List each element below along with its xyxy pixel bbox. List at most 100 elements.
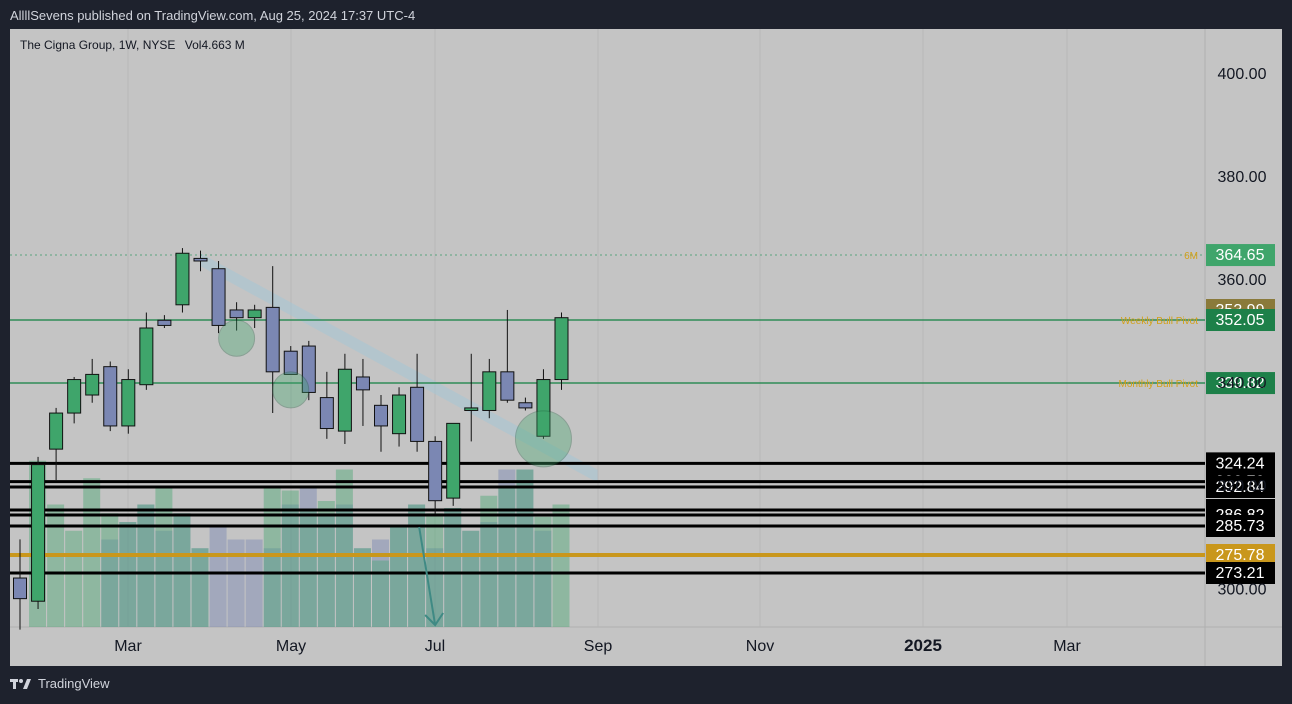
- candle-bull: [85, 373, 100, 396]
- candle-bear: [319, 397, 334, 430]
- volume-bar-bull: [462, 530, 480, 627]
- price-badge: [1206, 515, 1275, 537]
- volume-bar-bear: [209, 527, 227, 627]
- volume-bar-bull: [426, 513, 444, 627]
- candle-bull: [536, 379, 551, 437]
- price-badge: [1206, 562, 1275, 584]
- volume-bar-bull: [444, 508, 462, 627]
- time-axis[interactable]: Mar May Jul Sep Nov 2025 Mar: [114, 636, 1081, 655]
- candle-bull: [49, 412, 64, 450]
- volume-bar-bear: [101, 539, 119, 627]
- price-badge-label: 273.21: [1216, 565, 1265, 582]
- candle-bear: [410, 386, 425, 442]
- price-badge-label: 275.78: [1216, 547, 1265, 564]
- time-tick-label: Mar: [1053, 638, 1081, 655]
- volume-bar-bear: [281, 504, 299, 627]
- candle-bear: [193, 257, 208, 262]
- time-tick-label: Mar: [114, 638, 142, 655]
- candle-bull: [554, 317, 569, 381]
- annotation-circle: [272, 371, 310, 409]
- volume-value: 4.663 M: [201, 38, 245, 52]
- candle-bear: [500, 371, 515, 401]
- footer-brand: TradingView: [38, 676, 110, 691]
- volume-bars: [29, 460, 570, 627]
- price-tick-label: 340.00: [1218, 375, 1267, 392]
- volume-bar-bull: [335, 469, 353, 627]
- volume-bar-bull: [173, 513, 191, 627]
- price-tick-label: 300.00: [1218, 581, 1267, 598]
- volume-bar-bear: [317, 513, 335, 627]
- candle-bull: [175, 252, 190, 306]
- volume-bar-bull: [47, 504, 65, 627]
- candle-bear: [283, 350, 298, 375]
- candle-bear: [301, 345, 316, 393]
- level-tag: Monthly Bull Pivot: [1119, 379, 1199, 390]
- footer: TradingView: [10, 676, 110, 691]
- time-tick-label: Sep: [584, 638, 613, 655]
- volume-bar-bear: [335, 504, 353, 627]
- price-badge-label: 339.82: [1216, 375, 1265, 392]
- price-tick-label: 380.00: [1218, 169, 1267, 186]
- candle-bear: [229, 309, 244, 319]
- price-badge: [1206, 452, 1275, 475]
- time-tick-label: Nov: [746, 638, 774, 655]
- candle-bear: [265, 306, 280, 373]
- candle-bull: [464, 407, 479, 411]
- volume-bar-bear: [390, 525, 408, 627]
- candle-bear: [157, 319, 172, 326]
- price-badge: [1206, 372, 1275, 395]
- volume-bar-bull: [65, 530, 83, 627]
- price-badge-label: 352.05: [1216, 312, 1265, 329]
- volume-bar-bull: [299, 509, 317, 627]
- price-tick-label: 400.00: [1218, 66, 1267, 83]
- level-tag: Weekly Bull Pivot: [1121, 316, 1198, 327]
- candle-bear: [374, 404, 388, 427]
- volume-bar-bear: [191, 548, 209, 627]
- volume-bar-bull: [191, 548, 209, 627]
- time-tick-label: Jul: [425, 638, 445, 655]
- price-badge: [1206, 244, 1275, 267]
- arrow-shaft: [418, 526, 437, 626]
- volume-bar-bear: [227, 539, 245, 627]
- annotation-circle: [218, 319, 256, 357]
- volume-bar-bull: [317, 501, 335, 627]
- chart-title: The Cigna Group, 1W, NYSE: [20, 38, 176, 52]
- candle-bear: [103, 366, 118, 427]
- annotation-circle: [514, 410, 572, 468]
- volume-bar-bull: [408, 504, 426, 627]
- volume-bar-bull: [390, 525, 408, 627]
- price-axis[interactable]: 300.00 320.00 340.00 360.00 380.00 400.00: [1218, 66, 1267, 599]
- price-badge: [1206, 476, 1275, 498]
- volume-bar-bear: [173, 513, 191, 627]
- candle-bull: [121, 379, 136, 427]
- time-tick-label: May: [276, 638, 306, 655]
- price-badge-label: 292.84: [1216, 479, 1265, 496]
- volume-bar-bull: [372, 560, 389, 627]
- price-badge-label: 285.73: [1216, 518, 1265, 535]
- tradingview-logo-icon: [10, 678, 31, 689]
- candle-bear: [355, 376, 370, 391]
- candle-bull: [482, 371, 497, 411]
- volume-bar-bear: [426, 548, 444, 627]
- candle-bull: [337, 368, 352, 432]
- arrow-head: [424, 612, 444, 627]
- time-axis-area: [10, 627, 1282, 666]
- annotation-circles: [218, 319, 572, 468]
- volume-bar-bull: [552, 504, 570, 627]
- volume-bar-bull: [516, 469, 534, 627]
- volume-bar-bear: [372, 539, 389, 627]
- volume-bar-bear: [444, 508, 462, 627]
- annotation-arrow: [418, 526, 444, 627]
- volume-bar-bull: [83, 478, 101, 627]
- volume-bar-bear: [137, 504, 155, 627]
- price-badge: [1206, 544, 1275, 566]
- volume-bar-bull: [137, 504, 155, 627]
- volume-bar-bear: [245, 539, 263, 627]
- candle-bull: [139, 327, 154, 386]
- candle-bear: [211, 268, 226, 326]
- price-badge-label: 364.65: [1216, 247, 1265, 264]
- price-badge: [1206, 309, 1275, 332]
- volume-bar-bull: [480, 495, 498, 627]
